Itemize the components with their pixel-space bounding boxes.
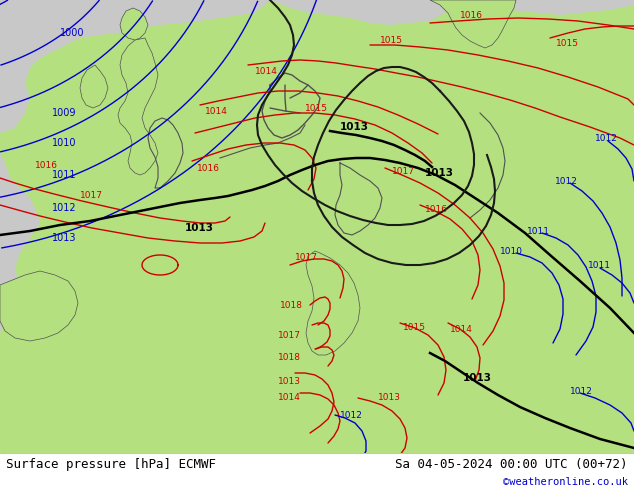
Text: 1015: 1015 — [556, 39, 579, 48]
Text: 1010: 1010 — [52, 138, 77, 148]
Text: 1016: 1016 — [35, 161, 58, 170]
Text: 1013: 1013 — [52, 233, 77, 243]
Text: 1012: 1012 — [555, 176, 578, 186]
Text: 1011: 1011 — [588, 261, 611, 270]
Text: Surface pressure [hPa] ECMWF: Surface pressure [hPa] ECMWF — [6, 458, 216, 470]
Text: Sa 04-05-2024 00:00 UTC (00+72): Sa 04-05-2024 00:00 UTC (00+72) — [395, 458, 628, 470]
Text: 1014: 1014 — [255, 67, 278, 75]
Text: 1012: 1012 — [570, 387, 593, 395]
Text: 1014: 1014 — [450, 324, 473, 334]
Text: 1013: 1013 — [425, 168, 454, 178]
Text: 1000: 1000 — [60, 28, 84, 38]
Text: 1011: 1011 — [52, 170, 77, 180]
Text: 1018: 1018 — [278, 353, 301, 363]
Polygon shape — [430, 0, 516, 48]
Text: 1018: 1018 — [280, 300, 303, 310]
Text: 1015: 1015 — [403, 322, 426, 332]
Text: 1012: 1012 — [595, 133, 618, 143]
Text: 1014: 1014 — [205, 106, 228, 116]
Text: 1016: 1016 — [460, 10, 483, 20]
Polygon shape — [80, 65, 108, 108]
Polygon shape — [306, 251, 360, 355]
Text: 1017: 1017 — [278, 330, 301, 340]
Text: 1017: 1017 — [295, 253, 318, 263]
Text: 1017: 1017 — [80, 191, 103, 199]
Text: 1012: 1012 — [340, 411, 363, 419]
Text: 1013: 1013 — [378, 393, 401, 402]
Polygon shape — [118, 38, 158, 175]
Text: ©weatheronline.co.uk: ©weatheronline.co.uk — [503, 477, 628, 487]
Text: 1011: 1011 — [527, 226, 550, 236]
Text: 1013: 1013 — [463, 373, 492, 383]
Text: 1010: 1010 — [500, 246, 523, 255]
Text: 1017: 1017 — [392, 167, 415, 175]
Text: 1015: 1015 — [305, 103, 328, 113]
Text: 1013: 1013 — [185, 223, 214, 233]
Text: 1009: 1009 — [52, 108, 77, 118]
Text: 1012: 1012 — [52, 203, 77, 213]
Polygon shape — [0, 0, 634, 453]
Text: 1016: 1016 — [425, 204, 448, 214]
Text: 1013: 1013 — [278, 376, 301, 386]
Text: 1016: 1016 — [197, 164, 220, 172]
Polygon shape — [0, 271, 78, 341]
Text: 1015: 1015 — [380, 35, 403, 45]
Polygon shape — [120, 8, 148, 40]
Text: 1014: 1014 — [278, 393, 301, 402]
Text: 1013: 1013 — [340, 122, 369, 132]
